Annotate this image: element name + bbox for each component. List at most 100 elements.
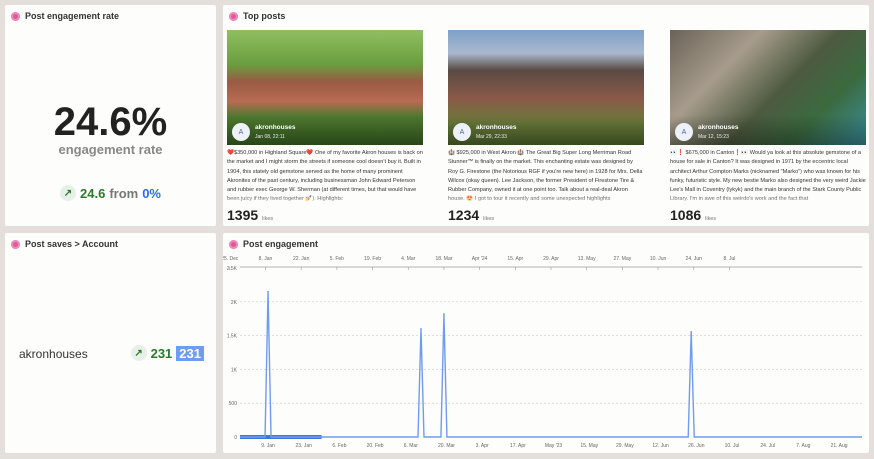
saves-value: ↗ 231 231 (130, 345, 204, 361)
top-tick-label: 8. Jan (259, 256, 273, 262)
top-tick-label: 10. Jun (650, 256, 667, 262)
x-tick-label: 23. Jan (296, 443, 313, 449)
post-engagement-panel: Post engagement 0 500 1K 1.5K 2K 2.5K 9. Jan 23… (150, 233, 869, 453)
post-caption: ❤️$350,000 in Highland Square❤️ One of m… (227, 150, 423, 203)
y-tick-label: 1K (231, 367, 238, 373)
engagement-rate-label: engagement rate (58, 142, 163, 157)
avatar: A (453, 123, 471, 141)
likes-label: likes (262, 216, 274, 222)
x-tick-label: 12. Jun (652, 443, 669, 449)
likes-label: likes (483, 216, 495, 222)
panel-title-text: Top posts (243, 11, 286, 21)
engagement-change: ↗ 24.6 from 0% (5, 185, 216, 201)
x-tick-label: 20. Mar (438, 443, 455, 449)
panel-title: Post engagement rate (11, 11, 119, 21)
likes-count: 1395 (227, 207, 259, 223)
top-tick-label: 25. Dec (223, 256, 239, 262)
post-likes: 1086 likes (670, 207, 866, 223)
x-tick-label: 7. Aug (796, 443, 810, 449)
engagement-rate-value: 24.6% (53, 100, 168, 144)
post-caption: 👀❗ $675,000 in Canton❗👀 Would ya look at… (670, 150, 866, 203)
instagram-icon (229, 11, 238, 21)
top-tick-label: 19. Feb (364, 256, 381, 262)
likes-count: 1234 (448, 207, 480, 223)
series-line (240, 291, 862, 438)
panel-title-text: Post saves > Account (25, 239, 118, 249)
top-tick-label: 15. Apr (507, 256, 523, 262)
change-value: 24.6 (80, 185, 106, 201)
avatar: A (675, 123, 693, 141)
x-tick-label: 26. Jun (688, 443, 705, 449)
top-tick-label: 5. Feb (330, 256, 344, 262)
post-username: akronhouses (255, 124, 296, 131)
post-date: Mar 29, 22:33 (476, 134, 507, 140)
image-overlay (670, 115, 866, 145)
panel-title: Top posts (229, 11, 285, 21)
post-card[interactable]: A akronhouses Mar 12, 15:23 👀❗ $675,000 … (670, 30, 866, 223)
x-tick-label: 29. May (616, 443, 634, 449)
saves-change: 231 (150, 345, 173, 361)
x-tick-label: 3. Apr (476, 443, 489, 449)
post-date: Mar 12, 15:23 (698, 134, 729, 140)
y-tick-label: 500 (229, 401, 238, 407)
x-tick-label: 6. Feb (332, 443, 346, 449)
post-card[interactable]: A akronhouses Jan 08, 22:11 ❤️$350,000 i… (227, 30, 423, 223)
saves-total: 231 (176, 345, 204, 361)
post-caption: 🏰 $925,000 in West Akron 🏰 The Great Big… (448, 150, 643, 203)
engagement-rate-panel: Post engagement rate 24.6% engagement ra… (5, 5, 216, 226)
engagement-chart[interactable]: 0 500 1K 1.5K 2K 2.5K 9. Jan 23. Jan 6. Feb 20. F… (150, 233, 869, 453)
arrow-up-right-icon: ↗ (60, 185, 76, 201)
post-username: akronhouses (476, 124, 517, 131)
x-tick-label: 20. Feb (367, 443, 384, 449)
x-tick-label: 24. Jul (760, 443, 775, 449)
x-tick-label: 21. Aug (831, 443, 848, 449)
x-tick-label: May '23 (545, 443, 563, 449)
avatar: A (232, 123, 250, 141)
post-saves-panel: Post saves > Account akronhouses ↗ 231 2… (5, 233, 216, 453)
data-point (690, 330, 693, 333)
panel-title-text: Post engagement (243, 239, 319, 249)
top-tick-label: 29. Apr (543, 256, 559, 262)
data-point (420, 328, 422, 330)
image-overlay (448, 115, 644, 145)
top-tick-label: 18. Mar (435, 256, 452, 262)
top-tick-label: 24. Jun (686, 256, 703, 262)
top-tick-label: 22. Jan (293, 256, 310, 262)
data-point (443, 313, 445, 315)
likes-count: 1086 (670, 207, 702, 223)
y-tick-label: 2K (231, 300, 238, 306)
top-tick-label: 13. May (578, 256, 596, 262)
post-card[interactable]: A akronhouses Mar 29, 22:33 🏰 $925,000 i… (448, 30, 644, 223)
top-tick-label: 4. Mar (401, 256, 416, 262)
top-posts-panel: Top posts A akronhouses Jan 08, 22:11 ❤️… (223, 5, 869, 226)
x-tick-label: 15. May (580, 443, 598, 449)
x-tick-label: 10. Jul (725, 443, 740, 449)
post-image[interactable]: A akronhouses Jan 08, 22:11 (227, 30, 423, 145)
instagram-icon (229, 239, 238, 249)
panel-title-text: Post engagement rate (25, 11, 120, 21)
data-point (267, 290, 269, 293)
y-tick-label: 2.5K (227, 266, 238, 272)
account-name: akronhouses (19, 347, 88, 361)
top-tick-label: 27. May (613, 256, 631, 262)
x-tick-label: 17. Apr (510, 443, 526, 449)
from-value: 0% (142, 185, 161, 201)
post-likes: 1395 likes (227, 207, 423, 223)
post-likes: 1234 likes (448, 207, 644, 223)
post-image[interactable]: A akronhouses Mar 29, 22:33 (448, 30, 644, 145)
post-image[interactable]: A akronhouses Mar 12, 15:23 (670, 30, 866, 145)
image-overlay (227, 115, 423, 145)
x-tick-label: 9. Jan (261, 443, 275, 449)
y-tick-label: 1.5K (227, 334, 238, 340)
post-username: akronhouses (698, 124, 739, 131)
from-label: from (109, 185, 139, 201)
panel-title: Post engagement (229, 239, 318, 249)
y-tick-label: 0 (234, 435, 237, 441)
top-tick-label: Apr '24 (472, 256, 488, 262)
arrow-up-right-icon: ↗ (130, 345, 147, 361)
instagram-icon (11, 239, 20, 249)
panel-title: Post saves > Account (11, 239, 118, 249)
x-tick-label: 6. Mar (404, 443, 419, 449)
top-tick-label: 8. Jul (723, 256, 735, 262)
likes-label: likes (705, 216, 717, 222)
